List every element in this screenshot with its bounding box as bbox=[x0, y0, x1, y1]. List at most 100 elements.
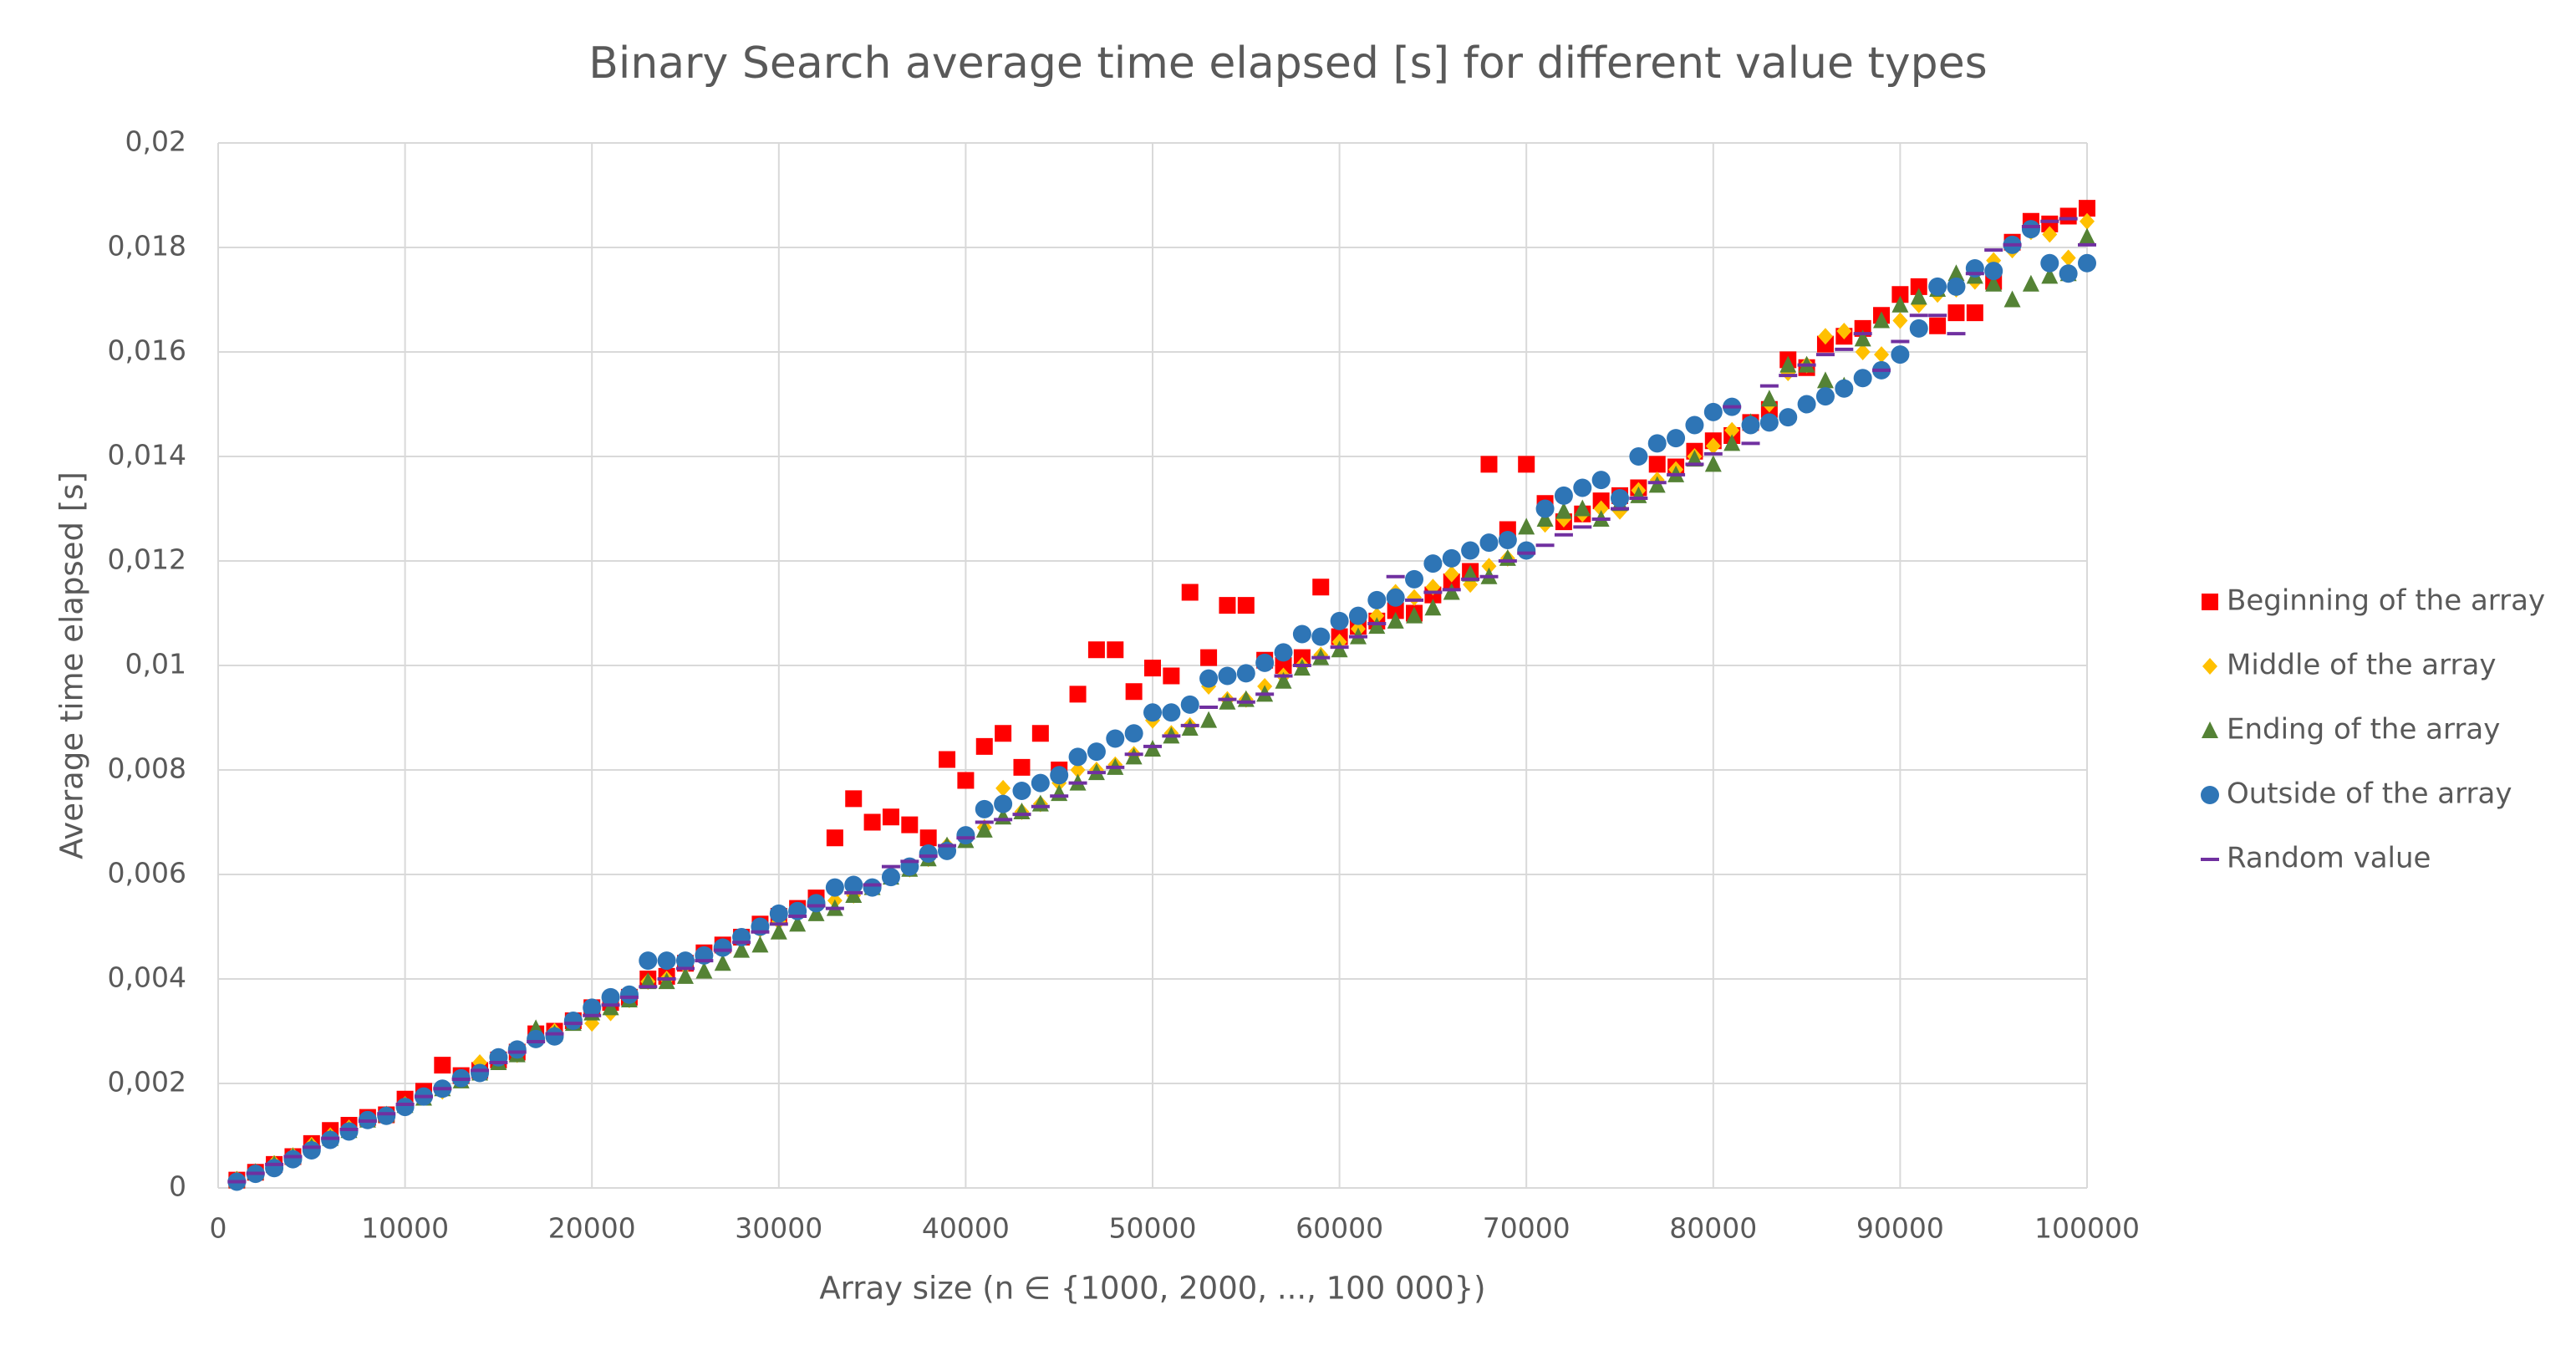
x-axis-title: Array size (n ∈ {1000, 2000, ..., 100 00… bbox=[819, 1271, 1485, 1307]
marker-circle bbox=[471, 1063, 490, 1083]
marker-square bbox=[863, 813, 881, 831]
marker-diamond bbox=[1724, 421, 1740, 439]
marker-circle bbox=[1162, 703, 1181, 722]
marker-square bbox=[901, 816, 919, 833]
marker-square bbox=[826, 829, 843, 847]
x-tick-label: 80000 bbox=[1669, 1212, 1757, 1245]
marker-circle bbox=[1591, 471, 1611, 490]
marker-triangle bbox=[770, 922, 787, 940]
marker-triangle bbox=[1331, 640, 1348, 658]
y-axis-title: Average time elapsed [s] bbox=[54, 472, 90, 859]
marker-circle bbox=[1405, 569, 1424, 589]
marker-diamond bbox=[1855, 344, 1871, 360]
marker-square bbox=[882, 808, 899, 826]
marker-square bbox=[1181, 584, 1199, 601]
marker-square bbox=[1107, 641, 1124, 659]
series bbox=[227, 220, 2096, 1191]
marker-circle bbox=[1947, 277, 1966, 296]
x-tick-label: 40000 bbox=[922, 1212, 1010, 1245]
marker-triangle bbox=[845, 886, 863, 903]
marker-circle bbox=[1535, 499, 1555, 518]
marker-square bbox=[2202, 594, 2218, 610]
marker-circle bbox=[2201, 786, 2219, 804]
marker-circle bbox=[1517, 541, 1536, 560]
marker-triangle bbox=[1293, 659, 1311, 676]
marker-square bbox=[1312, 579, 1330, 596]
marker-triangle bbox=[1462, 564, 1479, 582]
marker-circle bbox=[1442, 548, 1461, 568]
marker-circle bbox=[1236, 664, 1255, 683]
x-tick-label: 30000 bbox=[735, 1212, 822, 1245]
marker-triangle bbox=[602, 998, 619, 1016]
marker-circle bbox=[1386, 588, 1405, 607]
marker-circle bbox=[1367, 590, 1387, 609]
legend-label: Random value bbox=[2227, 842, 2431, 875]
marker-square bbox=[1966, 304, 1983, 322]
marker-circle bbox=[1348, 606, 1367, 625]
marker-circle bbox=[657, 951, 676, 971]
marker-circle bbox=[1087, 742, 1106, 762]
marker-triangle bbox=[1574, 499, 1591, 517]
marker-circle bbox=[1423, 554, 1443, 573]
marker-triangle bbox=[751, 935, 769, 953]
marker-square bbox=[957, 772, 975, 789]
y-tick-label: 0,016 bbox=[108, 334, 186, 367]
marker-triangle bbox=[2202, 721, 2218, 738]
marker-circle bbox=[1815, 387, 1835, 406]
y-tick-label: 0,004 bbox=[108, 961, 186, 994]
marker-square bbox=[1480, 456, 1498, 473]
marker-circle bbox=[676, 951, 695, 971]
marker-circle bbox=[1835, 379, 1854, 398]
marker-diamond bbox=[2042, 226, 2058, 243]
marker-triangle bbox=[1443, 583, 1460, 600]
marker-triangle bbox=[1723, 434, 1741, 451]
marker-diamond bbox=[1705, 437, 1721, 455]
marker-triangle bbox=[1779, 355, 1797, 373]
marker-circle bbox=[619, 985, 639, 1004]
marker-diamond bbox=[2202, 658, 2217, 675]
marker-triangle bbox=[1854, 329, 1871, 347]
x-tick-label: 20000 bbox=[548, 1212, 636, 1245]
marker-square bbox=[1219, 597, 1236, 614]
marker-square bbox=[1237, 597, 1255, 614]
marker-diamond bbox=[1817, 328, 1833, 345]
marker-circle bbox=[283, 1149, 303, 1169]
marker-circle bbox=[1068, 747, 1087, 767]
marker-square bbox=[434, 1057, 451, 1074]
marker-triangle bbox=[1406, 606, 1423, 624]
marker-square bbox=[2079, 200, 2095, 217]
marker-triangle bbox=[1648, 476, 1666, 493]
marker-triangle bbox=[1891, 295, 1909, 313]
marker-square bbox=[1031, 725, 1049, 742]
marker-triangle bbox=[2022, 274, 2039, 292]
marker-circle bbox=[265, 1159, 284, 1178]
marker-square bbox=[1518, 456, 1535, 473]
x-tick-label: 70000 bbox=[1483, 1212, 1571, 1245]
marker-circle bbox=[527, 1029, 546, 1048]
marker-square bbox=[1069, 686, 1087, 703]
marker-diamond bbox=[1593, 500, 1609, 517]
marker-circle bbox=[1143, 703, 1162, 722]
marker-circle bbox=[1554, 486, 1573, 505]
marker-circle bbox=[1759, 413, 1779, 432]
marker-diamond bbox=[1874, 346, 1890, 364]
marker-triangle bbox=[695, 961, 713, 979]
marker-triangle bbox=[1275, 671, 1292, 689]
legend-label: Middle of the array bbox=[2227, 649, 2496, 682]
marker-circle bbox=[2078, 253, 2096, 273]
marker-circle bbox=[1106, 729, 1125, 748]
marker-triangle bbox=[1704, 455, 1722, 472]
marker-circle bbox=[563, 1012, 583, 1030]
x-tick-label: 60000 bbox=[1296, 1212, 1383, 1245]
legend-label: Ending of the array bbox=[2227, 713, 2500, 747]
marker-circle bbox=[919, 844, 938, 863]
marker-circle bbox=[844, 875, 863, 895]
marker-circle bbox=[1667, 429, 1686, 448]
marker-circle bbox=[1199, 669, 1219, 688]
marker-diamond bbox=[1443, 565, 1459, 583]
marker-circle bbox=[1255, 653, 1275, 672]
marker-circle bbox=[639, 951, 658, 971]
marker-circle bbox=[545, 1027, 564, 1046]
x-tick-label: 10000 bbox=[361, 1212, 449, 1245]
marker-triangle bbox=[1536, 510, 1554, 527]
